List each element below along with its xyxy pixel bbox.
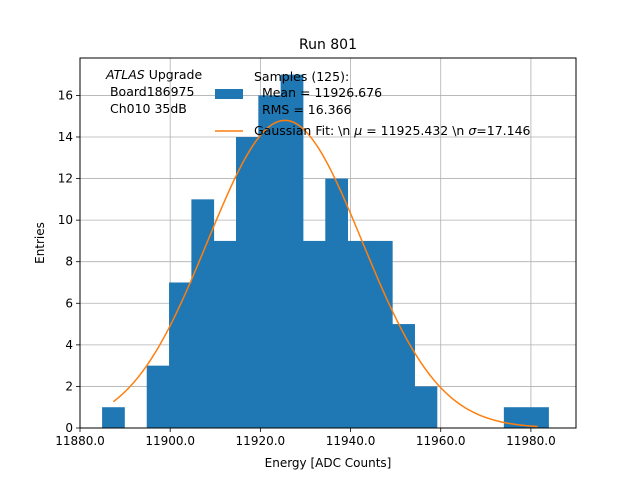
x-tick-label: 11960.0 <box>416 434 466 448</box>
histogram-bar <box>191 199 215 428</box>
annotation-atlas: ATLAS <box>105 67 145 82</box>
histogram-bar <box>414 386 438 428</box>
histogram-bar <box>169 282 192 428</box>
x-tick-label: 11980.0 <box>506 434 556 448</box>
chart-title: Run 801 <box>299 37 357 53</box>
y-tick-label: 6 <box>65 296 73 310</box>
y-tick-label: 2 <box>65 379 73 393</box>
histogram-bar <box>236 136 259 428</box>
annotation-upgrade: Upgrade <box>145 67 203 82</box>
y-tick-label: 8 <box>65 255 73 269</box>
histogram-bar <box>102 407 125 428</box>
annotation-channel: Ch010 35dB <box>106 101 187 116</box>
legend-samples-line2: Mean = 11926.676 <box>254 85 382 100</box>
y-axis-ticks: 0 2 4 6 8 10 12 14 16 <box>58 88 80 435</box>
histogram-bar <box>392 324 415 428</box>
y-tick-label: 10 <box>58 213 73 227</box>
histogram-bar <box>280 74 304 428</box>
histogram-bar <box>526 407 549 428</box>
y-tick-label: 4 <box>65 338 73 352</box>
histogram-bar <box>258 95 282 428</box>
x-tick-label: 11880.0 <box>55 434 105 448</box>
x-tick-label: 11940.0 <box>326 434 376 448</box>
x-tick-label: 11920.0 <box>236 434 286 448</box>
y-tick-label: 14 <box>58 130 73 144</box>
histogram-bar <box>347 240 371 428</box>
plot-frame <box>79 57 577 429</box>
legend-fit-label: Gaussian Fit: \n μ = 11925.432 \n σ=17.1… <box>254 123 531 138</box>
y-tick-label: 16 <box>58 88 73 102</box>
histogram-bar <box>369 240 393 428</box>
svg-text:ATLAS Upgrade: ATLAS Upgrade <box>105 67 202 82</box>
x-axis-ticks: 11880.0 11900.0 11920.0 11940.0 11960.0 11980… <box>55 428 556 448</box>
y-tick-label: 12 <box>58 172 73 186</box>
histogram-bar <box>146 365 170 428</box>
legend-samples-line3: RMS = 16.366 <box>254 102 352 117</box>
gaussian-fit-curve <box>112 119 538 428</box>
x-axis-label: Energy [ADC Counts] <box>265 456 392 470</box>
legend: Samples (125): Mean = 11926.676 RMS = 16… <box>215 69 531 138</box>
y-tick-label: 0 <box>65 421 73 435</box>
legend-samples-line1: Samples (125): <box>254 69 349 84</box>
y-axis-label: Entries <box>33 222 47 264</box>
histogram-bar <box>302 240 326 428</box>
histogram-bar <box>213 240 237 428</box>
x-tick-label: 11900.0 <box>145 434 195 448</box>
histogram-bar <box>325 178 349 428</box>
histogram-bars <box>102 74 549 428</box>
legend-samples-swatch <box>215 89 243 99</box>
atlas-annotation: ATLAS Upgrade Board186975 Ch010 35dB <box>105 67 202 116</box>
annotation-board: Board186975 <box>106 84 194 99</box>
